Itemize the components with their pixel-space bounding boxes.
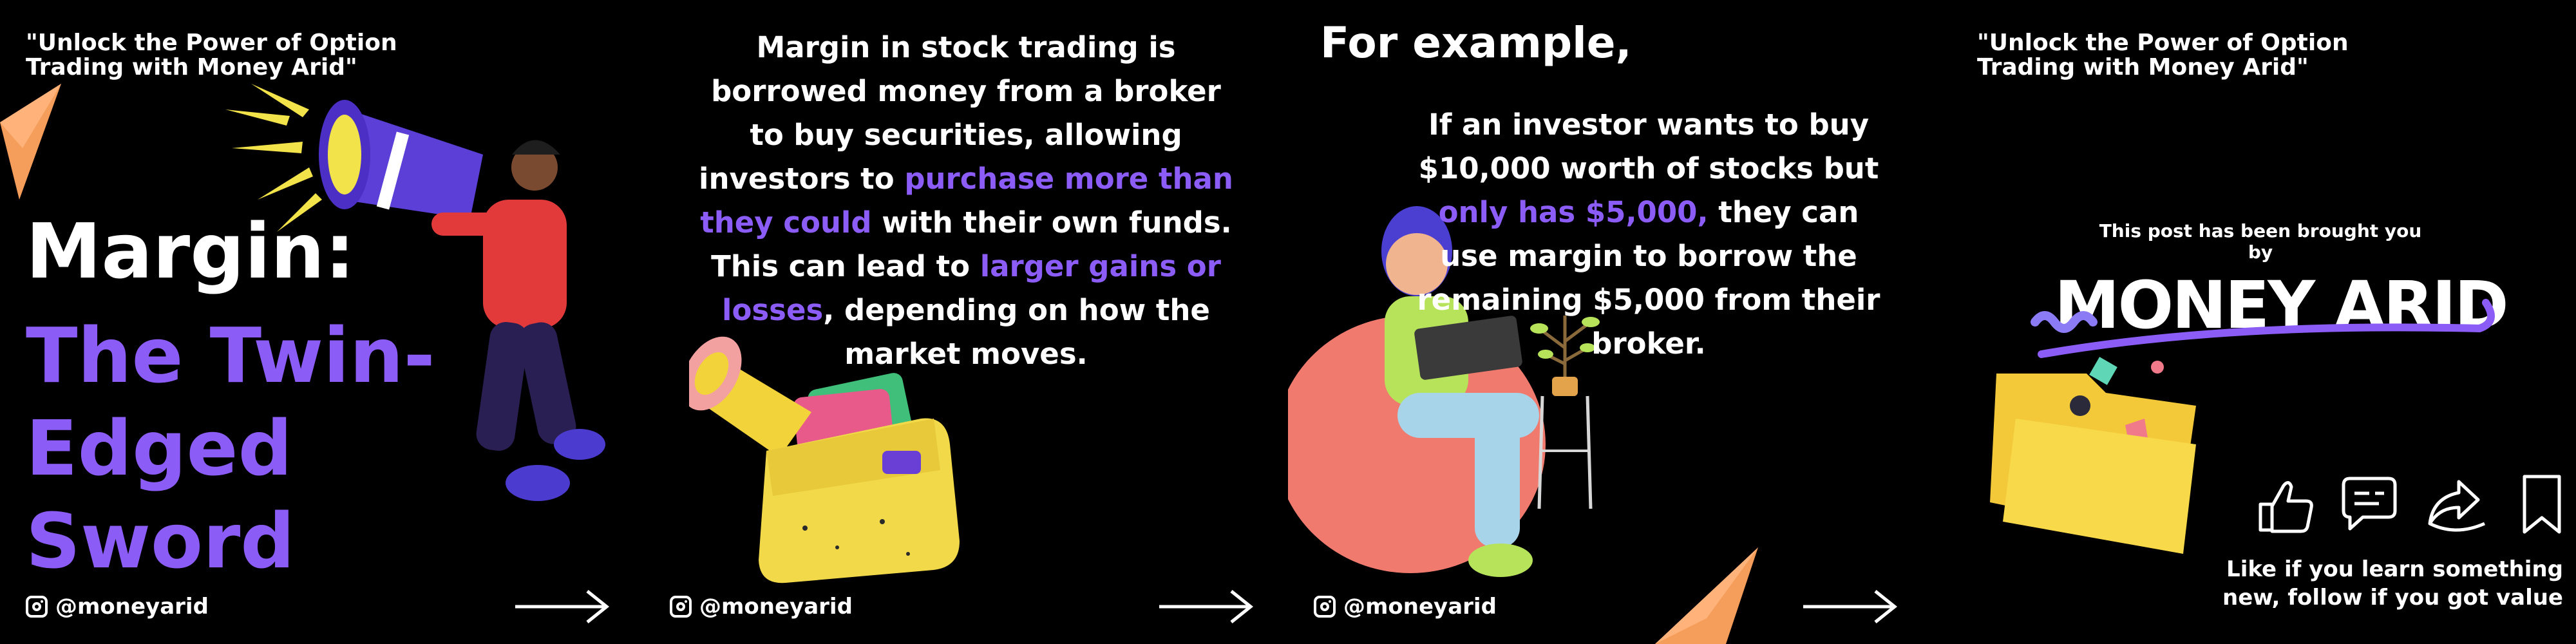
bookmark-icon[interactable]	[2506, 469, 2576, 540]
slide-1-subtitle: The Twin-Edged Sword	[26, 311, 435, 585]
slide-2: Margin in stock trading is borrowed mone…	[644, 0, 1288, 644]
investor-on-beanbag-illustration	[1288, 206, 1546, 577]
megaphone-character-illustration	[225, 84, 605, 501]
plant-stand-illustration	[1530, 316, 1600, 509]
share-icon[interactable]	[2420, 469, 2491, 540]
instagram-icon	[670, 596, 692, 618]
brand-swoosh	[2038, 299, 2495, 358]
slide-1: "Unlock the Power of Option Trading with…	[0, 0, 644, 644]
instagram-icon	[26, 596, 48, 618]
brought-by-text: This post has been brought you by	[2099, 220, 2422, 263]
paper-plane-icon	[0, 84, 61, 200]
paper-plane-icon	[1655, 547, 1758, 644]
example-heading: For example,	[1320, 18, 1632, 68]
thumbs-up-icon[interactable]	[2248, 469, 2318, 540]
margin-definition-text: Margin in stock trading is borrowed mone…	[699, 30, 1233, 371]
slide-3: For example, If an investor wants to buy…	[1288, 0, 1932, 644]
instagram-icon	[1314, 596, 1336, 618]
engagement-icons	[2248, 469, 2576, 540]
arrow-right-icon[interactable]	[1803, 587, 1900, 626]
instagram-handle[interactable]: @moneyarid	[670, 594, 853, 620]
tagline: "Unlock the Power of Option Trading with…	[1977, 30, 2349, 80]
instagram-handle[interactable]: @moneyarid	[1314, 594, 1497, 620]
arrow-right-icon[interactable]	[515, 587, 612, 626]
wallet-megaphone-illustration	[689, 336, 960, 583]
slide-4: "Unlock the Power of Option Trading with…	[1932, 0, 2576, 644]
instagram-handle[interactable]: @moneyarid	[26, 594, 209, 620]
example-text: If an investor wants to buy $10,000 wort…	[1417, 108, 1880, 361]
folder-illustration	[1990, 311, 2196, 554]
comment-icon[interactable]	[2334, 469, 2405, 540]
slide-1-title: Margin:	[26, 207, 355, 296]
tagline: "Unlock the Power of Option Trading with…	[26, 30, 397, 80]
call-to-action: Like if you learn something new, follow …	[2222, 556, 2563, 611]
arrow-right-icon[interactable]	[1159, 587, 1256, 626]
